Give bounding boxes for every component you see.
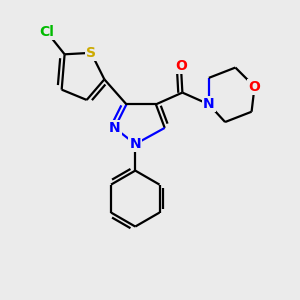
Text: Cl: Cl [40, 25, 54, 39]
Text: N: N [130, 137, 141, 151]
Text: S: S [86, 46, 96, 60]
Text: N: N [109, 121, 121, 135]
Text: O: O [175, 59, 187, 73]
Text: O: O [249, 80, 260, 94]
Text: N: N [203, 98, 215, 111]
